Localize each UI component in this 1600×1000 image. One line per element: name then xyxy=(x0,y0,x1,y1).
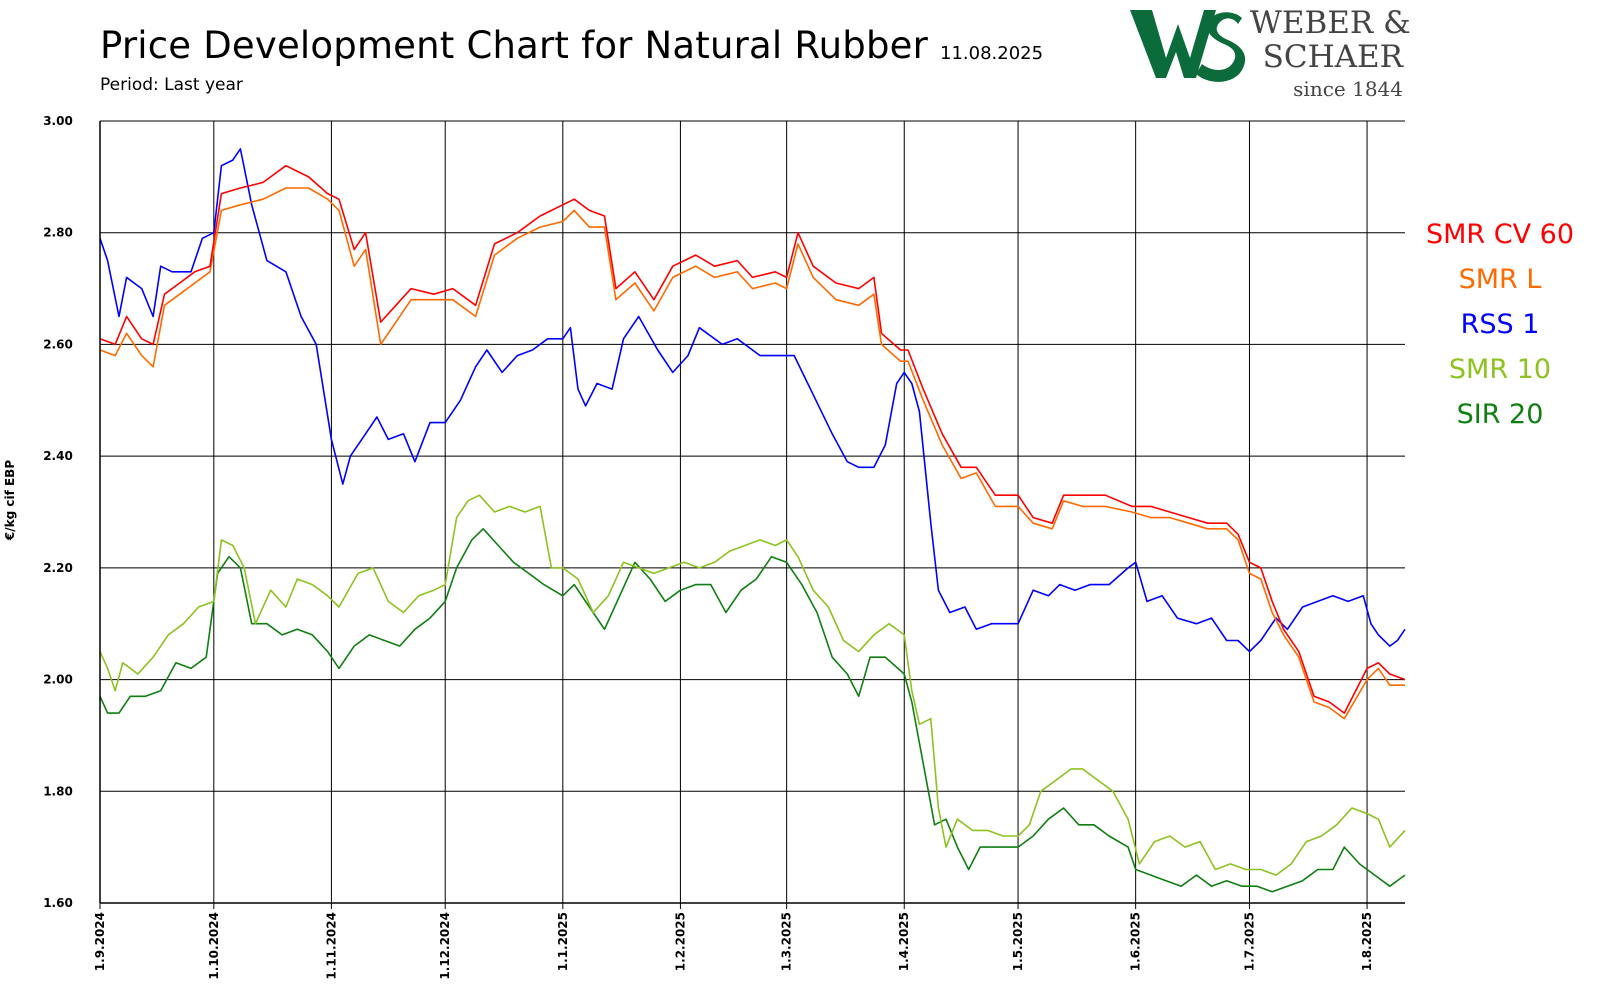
x-tick-label: 1.9.2024 xyxy=(93,912,107,971)
chart-date: 11.08.2025 xyxy=(940,43,1044,64)
series-line-smr-l xyxy=(99,187,1405,720)
y-tick-label: 2.60 xyxy=(43,337,73,351)
legend-item-sir-20: SIR 20 xyxy=(1456,399,1544,430)
x-tick-label: 1.7.2025 xyxy=(1242,912,1256,971)
weber-schaer-logo xyxy=(1130,10,1246,82)
legend: SMR CV 60 SMR L RSS 1 SMR 10 SIR 20 xyxy=(1400,212,1600,437)
y-tick-label: 3.00 xyxy=(43,114,73,128)
series-line-smr-cv-60 xyxy=(99,164,1406,714)
legend-item-smr-l: SMR L xyxy=(1458,264,1542,295)
x-tick-label: 1.1.2025 xyxy=(556,912,570,971)
x-tick-label: 1.2.2025 xyxy=(673,912,687,971)
logo-since: since 1844 xyxy=(1293,77,1403,101)
series-line-smr-10 xyxy=(99,494,1406,876)
legend-item-smr-cv-60: SMR CV 60 xyxy=(1425,219,1575,250)
x-tick-label: 1.8.2025 xyxy=(1360,912,1374,971)
y-axis-label: €/kg cif EBP xyxy=(3,460,17,541)
chart-title: Price Development Chart for Natural Rubb… xyxy=(100,24,929,67)
x-tick-label: 1.12.2024 xyxy=(438,912,452,980)
x-tick-label: 1.10.2024 xyxy=(207,912,221,980)
grid xyxy=(99,120,1405,904)
x-tick-label: 1.6.2025 xyxy=(1129,912,1143,971)
y-tick-label: 1.80 xyxy=(43,784,73,798)
x-tick-label: 1.3.2025 xyxy=(780,912,794,971)
y-tick-label: 2.80 xyxy=(43,226,73,240)
logo-text: WEBER & SCHAER since 1844 xyxy=(1250,5,1411,104)
ws-monogram-icon xyxy=(1130,10,1246,82)
y-tick-label: 1.60 xyxy=(43,896,73,910)
series-lines xyxy=(99,148,1406,893)
axes: 1.60 1.80 2.00 2.20 2.40 2.60 2.80 3.00 1.9.2024… xyxy=(43,114,1405,980)
x-tick-label: 1.11.2024 xyxy=(324,912,338,980)
legend-item-rss-1: RSS 1 xyxy=(1460,309,1540,340)
chart-period: Period: Last year xyxy=(100,75,243,95)
logo-name-line1: WEBER & xyxy=(1250,5,1411,41)
y-tick-label: 2.40 xyxy=(43,449,73,463)
y-tick-label: 2.00 xyxy=(43,673,73,687)
x-tick-label: 1.5.2025 xyxy=(1011,912,1025,971)
series-line-rss-1 xyxy=(99,148,1406,653)
x-tick-label: 1.4.2025 xyxy=(897,912,911,971)
y-tick-label: 2.20 xyxy=(43,561,73,575)
legend-item-smr-10: SMR 10 xyxy=(1448,354,1552,385)
series-line-sir-20 xyxy=(99,528,1406,893)
logo-name-line2: SCHAER xyxy=(1262,39,1403,75)
